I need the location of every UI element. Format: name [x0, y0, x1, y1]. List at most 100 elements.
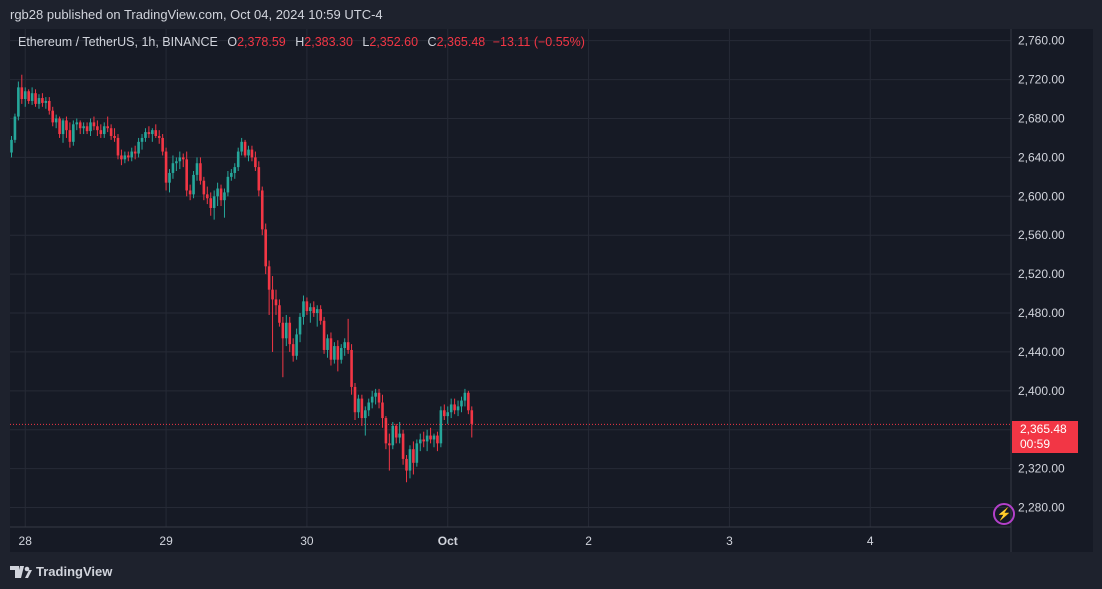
- high-value: 2,383.30: [304, 35, 353, 49]
- candle-body-16: [65, 120, 68, 131]
- candle-body-110: [388, 443, 391, 446]
- candle-body-130: [456, 406, 460, 411]
- candle-body-83: [295, 334, 298, 356]
- y-tick-label-9: 2,640.00: [1018, 150, 1065, 164]
- candle-14: [58, 116, 61, 138]
- candle-15: [61, 118, 65, 143]
- candle-body-36: [133, 151, 137, 154]
- candle-89: [315, 305, 319, 327]
- candle-body-57: [205, 194, 209, 199]
- symbol-name[interactable]: Ethereum / TetherUS, 1h, BINANCE: [18, 35, 218, 49]
- candle-114: [401, 429, 405, 465]
- candles: [10, 74, 474, 483]
- candle-body-24: [92, 122, 96, 127]
- candle-99: [350, 344, 353, 395]
- candle-0: [10, 135, 13, 158]
- candle-9: [41, 93, 44, 107]
- chart-area[interactable]: 2,280.002,320.002,360.002,400.002,440.00…: [10, 29, 1093, 552]
- low-value: 2,352.60: [369, 35, 419, 49]
- footer-brand[interactable]: TradingView: [10, 564, 112, 579]
- candle-body-122: [429, 435, 432, 440]
- candle-body-93: [329, 338, 333, 360]
- close-label: C: [427, 35, 437, 49]
- open-value: 2,378.59: [237, 35, 286, 49]
- candle-body-37: [137, 141, 140, 154]
- candle-body-20: [78, 122, 82, 129]
- candle-body-118: [415, 443, 419, 463]
- candle-body-32: [120, 155, 123, 160]
- candle-body-107: [377, 392, 381, 403]
- candle-body-61: [219, 188, 223, 201]
- y-tick-label-0: 2,280.00: [1018, 501, 1065, 515]
- candle-93: [329, 332, 333, 366]
- candlestick-chart[interactable]: 2,280.002,320.002,360.002,400.002,440.00…: [10, 29, 1093, 552]
- candle-74: [264, 223, 267, 275]
- candle-77: [274, 289, 278, 315]
- candle-60: [216, 182, 219, 207]
- y-tick-label-12: 2,760.00: [1018, 34, 1065, 48]
- change-value: −13.11 (−0.55%): [492, 35, 585, 49]
- lightning-bolt-icon[interactable]: ⚡: [993, 503, 1015, 525]
- candle-10: [44, 97, 48, 109]
- candle-62: [223, 188, 226, 218]
- candle-body-92: [326, 338, 329, 350]
- candle-body-12: [51, 110, 55, 123]
- candle-105: [370, 390, 374, 409]
- candle-body-7: [34, 93, 37, 104]
- candle-82: [291, 338, 295, 362]
- candle-body-45: [164, 151, 168, 183]
- candle-92: [326, 334, 329, 358]
- symbol-legend: Ethereum / TetherUS, 1h, BINANCE O2,378.…: [18, 35, 585, 49]
- candle-body-69: [247, 149, 250, 156]
- candle-body-29: [109, 128, 113, 136]
- y-tick-label-10: 2,680.00: [1018, 111, 1065, 125]
- candle-31: [116, 134, 120, 160]
- candle-body-50: [181, 157, 185, 160]
- candle-57: [205, 186, 209, 205]
- candle-68: [243, 139, 247, 158]
- candle-body-70: [250, 149, 254, 158]
- candle-body-109: [384, 418, 388, 444]
- candle-22: [85, 122, 89, 135]
- candle-body-21: [82, 126, 85, 129]
- candle-body-129: [453, 404, 456, 411]
- candle-8: [37, 94, 41, 109]
- candle-body-34: [126, 155, 130, 158]
- candle-body-46: [168, 172, 171, 183]
- candle-128: [449, 398, 453, 419]
- candle-66: [236, 147, 240, 172]
- candle-body-14: [58, 118, 61, 135]
- candle-body-115: [405, 458, 408, 471]
- candle-body-59: [212, 196, 216, 208]
- candle-body-87: [309, 307, 312, 312]
- candle-body-15: [61, 120, 65, 135]
- candle-55: [199, 157, 202, 185]
- candle-body-106: [374, 392, 377, 397]
- candle-13: [54, 114, 58, 129]
- y-tick-label-3: 2,400.00: [1018, 384, 1065, 398]
- candle-88: [312, 301, 316, 317]
- candle-body-49: [178, 157, 182, 162]
- last-price-tag: 2,365.48 00:59: [1012, 421, 1078, 453]
- candle-130: [456, 400, 460, 417]
- candle-body-72: [257, 167, 261, 191]
- candle-45: [164, 147, 168, 191]
- candle-46: [168, 169, 171, 193]
- candle-67: [240, 137, 243, 156]
- candle-body-133: [467, 392, 470, 411]
- candle-80: [285, 314, 288, 347]
- candle-123: [432, 433, 436, 448]
- candle-body-96: [339, 348, 343, 360]
- candle-body-67: [240, 141, 243, 152]
- candle-90: [319, 305, 322, 325]
- candle-body-43: [157, 135, 161, 138]
- candle-111: [391, 421, 395, 450]
- candle-4: [23, 87, 27, 107]
- candle-6: [30, 87, 34, 105]
- candle-body-42: [154, 130, 158, 136]
- x-tick-label-0: 28: [19, 534, 33, 548]
- publisher-header: rgb28 published on TradingView.com, Oct …: [10, 7, 383, 22]
- candle-body-125: [439, 410, 443, 444]
- candle-87: [309, 303, 312, 323]
- y-tick-label-1: 2,320.00: [1018, 462, 1065, 476]
